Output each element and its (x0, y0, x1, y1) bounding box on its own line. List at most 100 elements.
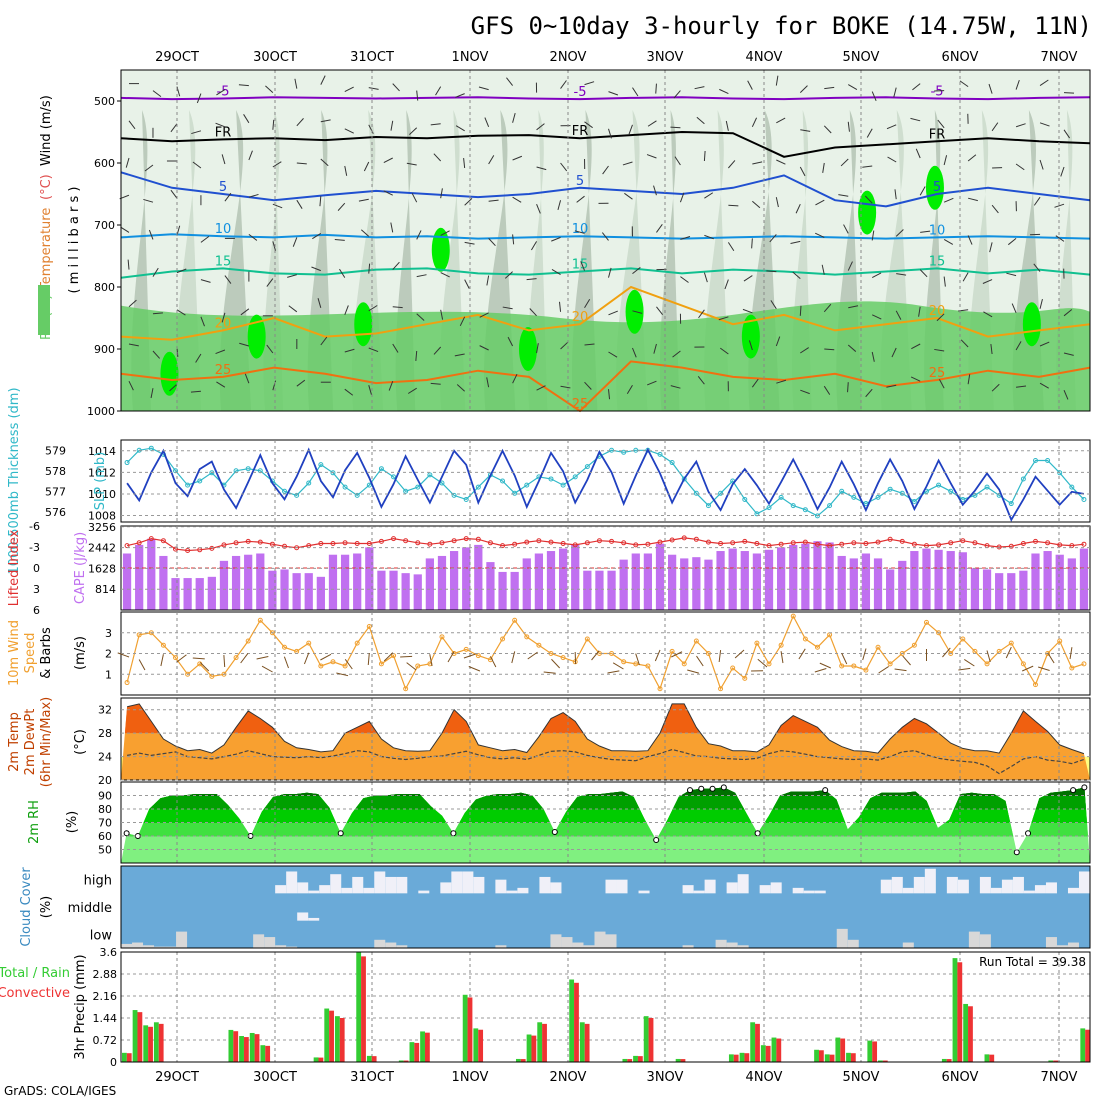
wind-barb (170, 123, 178, 133)
wind-barb (770, 300, 777, 310)
wind-barb (430, 123, 441, 126)
wind10m-point (778, 642, 784, 648)
precip-total-bar (324, 1008, 330, 1062)
wind-barb (967, 235, 973, 245)
lifted-index-point (681, 535, 687, 541)
lifted-index-point (1032, 538, 1038, 544)
cloud-bar (297, 912, 309, 921)
cloud-bar (1012, 876, 1024, 894)
wind-barb (967, 374, 971, 385)
precip-conv-bar (542, 1023, 547, 1062)
cloud-bar (924, 868, 936, 894)
wind-barb (823, 303, 832, 313)
axis-label: ( m i l l i b a r s ) (67, 187, 82, 294)
wind-barb (292, 237, 298, 247)
wind-barb (383, 652, 394, 662)
wind10m-point (524, 634, 530, 640)
thickness-slp-point (984, 484, 990, 490)
wind-barb (200, 235, 210, 243)
wind-barb (543, 671, 556, 674)
wind-barb (1015, 163, 1025, 171)
wind10m-point (936, 630, 942, 636)
cloud-bar (814, 890, 826, 894)
temp-label: 2m Temp 2m DewPt (6hr Min/Max) (7, 697, 54, 787)
wind-barb (337, 202, 346, 211)
lifted-index-point (572, 542, 578, 548)
wind-barb (176, 654, 187, 663)
wind-barb (792, 271, 801, 279)
precip-total-bar (771, 1037, 777, 1062)
lifted-index-point (1057, 542, 1063, 548)
cloud-bar (1078, 871, 1090, 894)
li-label: Lifted Index (7, 529, 22, 606)
wind-barb (865, 388, 873, 398)
isotherm-line (120, 267, 1091, 279)
wind-barb (128, 380, 134, 391)
wind-barb (824, 348, 835, 351)
y-tick-label: 700 (94, 219, 115, 232)
wind-barb (887, 156, 897, 163)
precip-conv-bar (882, 1060, 888, 1062)
wind-barb (192, 161, 202, 169)
date-label: 4NOV (746, 50, 783, 65)
precip-conv-bar (829, 1054, 835, 1062)
wind-barb (1006, 272, 1017, 277)
thickness-slp-point (1020, 476, 1026, 482)
cape-bar (522, 558, 531, 610)
thickness-slp-point (827, 503, 833, 509)
cape-bar (825, 542, 834, 610)
wind-barb (936, 313, 945, 322)
wind-barb (672, 350, 681, 358)
lifted-index-point (282, 543, 288, 549)
precip-conv-bar (158, 1023, 164, 1062)
wind-barb (628, 124, 633, 135)
wind-barb (800, 347, 809, 354)
thickness-slp-point (742, 496, 748, 502)
cape-bar (377, 570, 386, 610)
precip-total-bar (1080, 1028, 1086, 1062)
wind-barb (454, 353, 465, 357)
axis-label: 10m Wind (7, 620, 22, 686)
wind-barb (1063, 390, 1069, 400)
wind-barb (512, 234, 515, 245)
thickness-slp-point (294, 492, 300, 498)
cape-bar (861, 553, 871, 610)
cloud-bar (902, 887, 914, 894)
cloud-bar (374, 871, 386, 894)
wind-barb (776, 117, 786, 124)
wind-barb (838, 194, 849, 197)
wind10m-point (403, 686, 409, 692)
cloud-bar (319, 885, 331, 894)
wind10m-point (173, 655, 179, 661)
isotherm-label: FR (572, 124, 589, 139)
wind-barb (296, 199, 303, 209)
wind10m-point (766, 661, 772, 667)
wind-barb (608, 91, 619, 96)
lifted-index-point (875, 539, 881, 545)
wind-barb (866, 128, 873, 138)
wind-barb (795, 203, 801, 214)
y-tick-label: 579 (45, 444, 66, 457)
y-tick-label: 578 (45, 465, 66, 478)
thickness-slp-point (766, 505, 772, 511)
y-tick-label: 0 (33, 562, 40, 575)
wind-barb (367, 653, 370, 666)
rh2m-point (653, 837, 660, 844)
isotherm-line (120, 130, 1091, 158)
precip-conv-bar (946, 1059, 952, 1062)
cape-bar (704, 559, 713, 610)
wind-barb (560, 162, 568, 172)
wind-barb (780, 651, 784, 664)
cape-bar (583, 570, 592, 610)
precip-total-bar (313, 1057, 319, 1062)
lifted-index-point (403, 538, 409, 544)
cape-bar (668, 554, 677, 610)
wind-barb (440, 230, 450, 236)
cape-bar (256, 553, 265, 610)
axis-label: Cloud Cover (19, 867, 34, 947)
wind-barb (1039, 382, 1049, 389)
lifted-index-point (245, 538, 251, 544)
wind-barb (415, 350, 418, 362)
thickness-slp-line (126, 447, 1085, 522)
wind-barb (411, 193, 418, 203)
